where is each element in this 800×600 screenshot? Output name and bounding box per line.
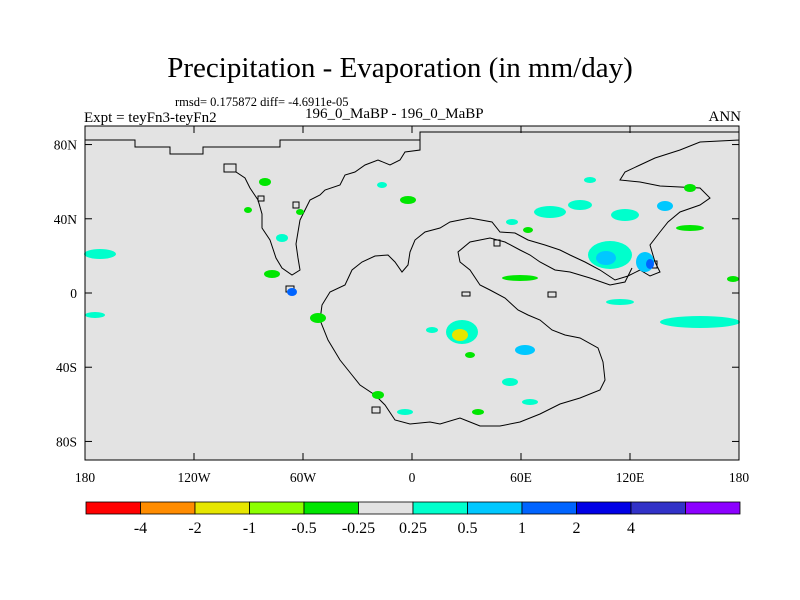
colorbar-swatch	[685, 501, 741, 515]
coastline-greenland-arctic	[319, 131, 740, 427]
colorbar-swatch	[303, 501, 359, 515]
anomaly-patch	[84, 249, 116, 259]
lon-tick-label: 0	[409, 470, 416, 485]
lat-tick-label: 80S	[56, 434, 77, 449]
lon-tick-label: 180	[75, 470, 96, 485]
colorbar-label: -0.5	[291, 520, 316, 537]
longitude-axis: 180 120W 60W 0 60E 120E 180	[75, 126, 750, 485]
lon-tick-label: 60W	[290, 470, 317, 485]
colorbar-label: -1	[243, 520, 256, 537]
coastline-island	[547, 291, 557, 298]
anomaly-patch	[606, 299, 634, 305]
anomaly-patch	[400, 196, 416, 204]
anomaly-patch	[244, 207, 252, 213]
anomaly-patch	[452, 329, 468, 341]
anomaly-patch	[568, 200, 592, 210]
colorbar-label: -0.25	[342, 520, 375, 537]
colorbar-label: 4	[627, 520, 635, 537]
colorbar-label: 0.5	[458, 520, 478, 537]
colorbar-swatch	[467, 501, 523, 515]
coastline-island	[371, 406, 381, 414]
anomaly-patch	[611, 209, 639, 221]
colorbar-label: 1	[518, 520, 526, 537]
anomaly-patch	[397, 409, 413, 415]
anomaly-patch	[523, 227, 533, 233]
anomaly-patch	[646, 259, 654, 269]
anomaly-patch	[296, 209, 304, 215]
colorbar-swatch	[249, 501, 305, 515]
lat-tick-label: 0	[70, 286, 77, 301]
lon-tick-label: 180	[729, 470, 750, 485]
colorbar-swatch	[358, 501, 414, 515]
anomaly-patch	[522, 399, 538, 405]
experiment-label: Expt = teyFn3-teyFn2	[84, 110, 217, 126]
anomaly-patch	[264, 270, 280, 278]
stats-line: rmsd= 0.175872 diff= -4.6911e-05	[175, 95, 349, 109]
anomaly-patch	[372, 391, 384, 399]
anomaly-patch	[377, 182, 387, 188]
anomaly-patch	[310, 313, 326, 323]
anomaly-patch	[684, 184, 696, 192]
anomaly-patch	[287, 288, 297, 296]
colorbar-label: -4	[134, 520, 147, 537]
lat-tick-label: 40N	[54, 212, 78, 227]
map-panel	[85, 126, 739, 460]
anomaly-patch	[584, 177, 596, 183]
coastlines	[85, 131, 740, 427]
anomaly-patch	[657, 201, 673, 211]
season-label: ANN	[708, 109, 742, 125]
anomaly-patch	[465, 352, 475, 358]
anomaly-patch	[426, 327, 438, 333]
colorbar: -4 -2 -1 -0.5 -0.25 0.25 0.5 1 2 4	[85, 501, 741, 537]
lon-tick-label: 120E	[616, 470, 645, 485]
lon-tick-label: 60E	[510, 470, 532, 485]
anomaly-patch	[515, 345, 535, 355]
anomaly-patch	[596, 251, 616, 265]
anomaly-patch	[534, 206, 566, 218]
latitude-axis: 80N 40N 0 40S 80S	[54, 138, 739, 449]
colorbar-swatch	[630, 501, 686, 515]
colorbar-label: 0.25	[399, 520, 427, 537]
coastline-island	[223, 163, 237, 173]
anomaly-patch	[472, 409, 484, 415]
lon-tick-label: 120W	[178, 470, 211, 485]
lat-tick-label: 40S	[56, 360, 77, 375]
coastline-island	[461, 291, 471, 297]
coastline-island	[292, 201, 300, 209]
coastline-island	[257, 195, 265, 202]
anomaly-patch	[85, 312, 105, 318]
colorbar-swatch	[85, 501, 141, 515]
colorbar-label: 2	[573, 520, 581, 537]
anomaly-patch	[502, 275, 538, 281]
colorbar-swatch	[412, 501, 468, 515]
anomaly-patch	[727, 276, 739, 282]
plot-title: Precipitation - Evaporation (in mm/day)	[167, 52, 633, 84]
anomaly-patch	[276, 234, 288, 242]
colorbar-swatch	[521, 501, 577, 515]
colorbar-swatch	[194, 501, 250, 515]
colorbar-swatch	[140, 501, 196, 515]
runs-label: 196_0_MaBP - 196_0_MaBP	[305, 106, 484, 122]
coastline-island	[493, 239, 501, 247]
anomaly-patch	[676, 225, 704, 231]
anomaly-patch	[502, 378, 518, 386]
anomaly-patch	[259, 178, 271, 186]
anomaly-patch	[506, 219, 518, 225]
lat-tick-label: 80N	[54, 138, 78, 153]
anomaly-patches	[84, 177, 740, 415]
anomaly-patch	[660, 316, 740, 328]
coastline-north-america	[85, 139, 421, 276]
colorbar-swatch	[576, 501, 632, 515]
colorbar-label: -2	[188, 520, 201, 537]
